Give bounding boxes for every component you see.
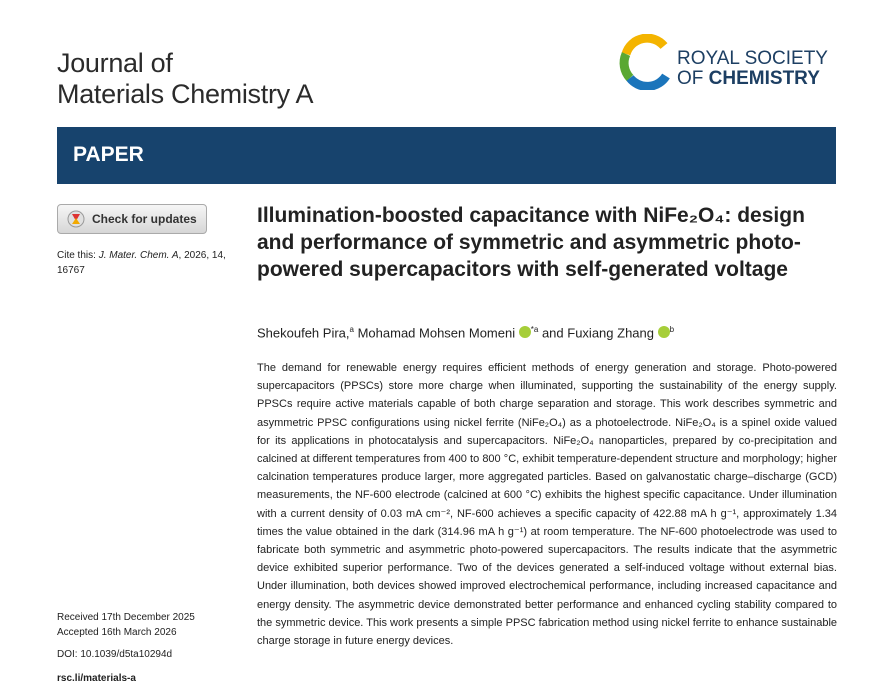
cite-label: Cite this: (57, 250, 96, 261)
publisher-name: OF CHEMISTRY (677, 68, 820, 90)
publisher-prefix: OF (677, 68, 704, 89)
check-updates-icon (67, 210, 85, 228)
cite-journal: J. Mater. Chem. A (98, 250, 179, 261)
author-name: Mohamad Mohsen Momeni (357, 325, 516, 341)
logo-arc (626, 73, 670, 90)
check-updates-button[interactable]: Check for updates (57, 204, 207, 234)
orcid-icon[interactable] (657, 326, 670, 339)
author-name: Fuxiang Zhang (567, 325, 654, 341)
rsc-logo (619, 34, 670, 90)
author-affiliation: *a (530, 325, 539, 334)
publisher-emphasis: CHEMISTRY (708, 68, 820, 89)
author-affiliation: a (349, 325, 354, 334)
doi: DOI: 10.1039/d5ta10294d (57, 649, 173, 660)
logo-arc (619, 52, 634, 82)
publisher-name: ROYAL SOCIETY (677, 48, 828, 69)
journal-link[interactable]: rsc.li/materials-a (57, 673, 136, 684)
accepted-date: Accepted 16th March 2026 (57, 627, 177, 638)
article-type: PAPER (73, 143, 144, 166)
orcid-icon[interactable] (518, 326, 531, 339)
article-title: Illumination-boosted capacitance with Ni… (257, 204, 805, 281)
cite-details: , 2026, 14, 16767 (57, 250, 226, 276)
journal-name: Journal of (57, 48, 173, 78)
author-conjunction: and (541, 325, 564, 341)
abstract: The demand for renewable energy requires… (257, 362, 838, 648)
author-name: Shekoufeh Pira, (257, 325, 350, 341)
author-list: Shekoufeh Pira,a Mohamad Mohsen Momeni *… (257, 325, 674, 340)
citation: Cite this: J. Mater. Chem. A, 2026, 14, … (57, 248, 247, 278)
article-type-banner: PAPER (57, 127, 836, 184)
author-affiliation: b (669, 325, 675, 334)
logo-arc (621, 34, 668, 56)
check-updates-label[interactable]: Check for updates (92, 212, 197, 226)
journal-name: Materials Chemistry A (57, 79, 314, 109)
received-date: Received 17th December 2025 (57, 612, 195, 623)
